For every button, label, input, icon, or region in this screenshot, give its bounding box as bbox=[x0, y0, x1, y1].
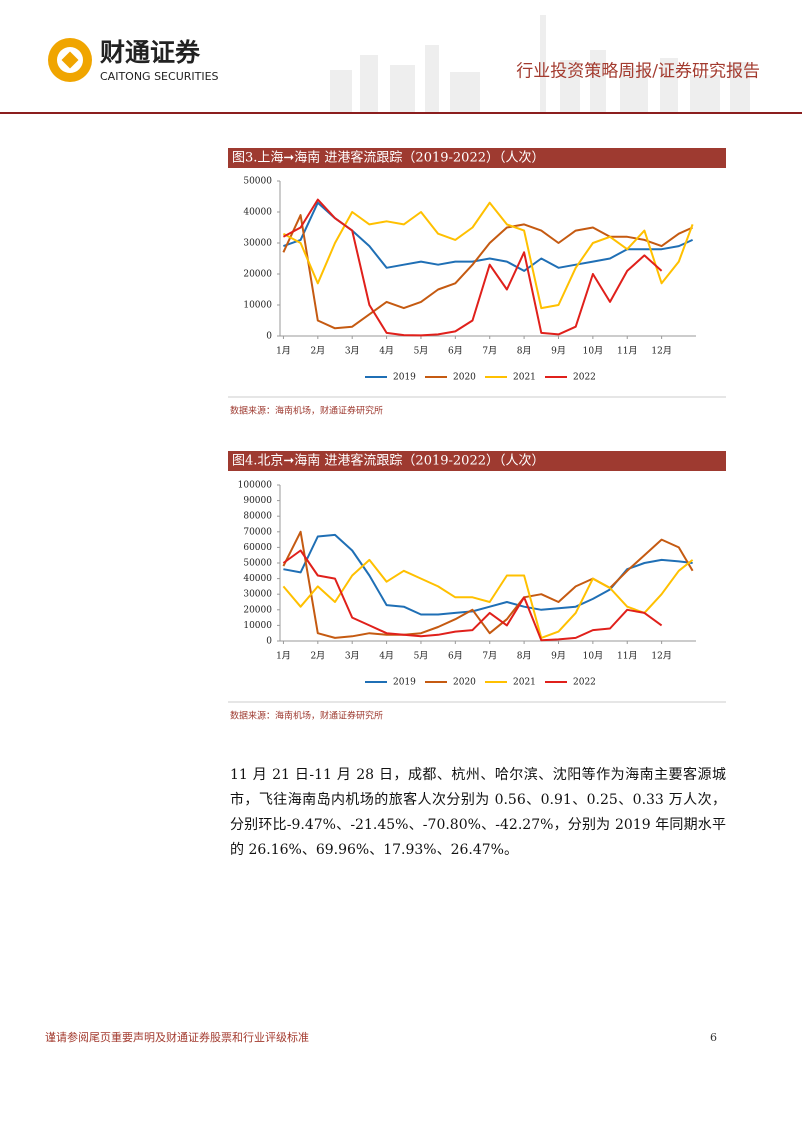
y-tick-label: 50000 bbox=[243, 177, 272, 187]
y-tick-label: 20000 bbox=[243, 605, 272, 615]
x-tick-label: 9月 bbox=[551, 651, 566, 662]
brand-cn: 财通证券 bbox=[100, 38, 201, 67]
series-line bbox=[282, 558, 694, 639]
chart-title-bar bbox=[228, 451, 726, 471]
page-number: 6 bbox=[710, 1031, 717, 1044]
x-tick-label: 12月 bbox=[651, 651, 671, 662]
x-tick-label: 8月 bbox=[517, 651, 532, 662]
y-tick-label: 0 bbox=[266, 332, 272, 342]
legend-label: 2020 bbox=[453, 678, 476, 688]
header-rule bbox=[0, 112, 802, 114]
y-tick-label: 10000 bbox=[243, 301, 272, 311]
chart-title-bar bbox=[228, 148, 726, 168]
chart-title: 图4.北京➞海南 进港客流跟踪（2019-2022）（人次） bbox=[232, 453, 545, 469]
y-tick-label: 40000 bbox=[243, 574, 272, 584]
y-tick-label: 30000 bbox=[243, 239, 272, 249]
report-type: 行业投资策略周报/证券研究报告 bbox=[516, 62, 760, 82]
y-tick-label: 10000 bbox=[243, 621, 272, 631]
chart-source: 数据来源：海南机场，财通证券研究所 bbox=[230, 405, 383, 417]
x-tick-label: 1月 bbox=[276, 651, 291, 662]
footer-disclaimer: 谨请参阅尾页重要声明及财通证券股票和行业评级标准 bbox=[45, 1030, 309, 1044]
x-tick-label: 11月 bbox=[617, 651, 637, 662]
series-line bbox=[282, 549, 663, 642]
legend-label: 2022 bbox=[573, 678, 596, 688]
y-tick-label: 90000 bbox=[243, 496, 272, 506]
x-tick-label: 4月 bbox=[379, 651, 394, 662]
y-tick-label: 0 bbox=[266, 637, 272, 647]
x-tick-label: 10月 bbox=[583, 346, 603, 357]
y-tick-label: 80000 bbox=[243, 512, 272, 522]
x-tick-label: 9月 bbox=[551, 346, 566, 357]
y-tick-label: 20000 bbox=[243, 270, 272, 280]
y-tick-label: 40000 bbox=[243, 208, 272, 218]
x-tick-label: 8月 bbox=[517, 346, 532, 357]
x-tick-label: 11月 bbox=[617, 346, 637, 357]
chart-source: 数据来源：海南机场，财通证券研究所 bbox=[230, 710, 383, 722]
body-paragraph: 11 月 21 日-11 月 28 日，成都、杭州、哈尔滨、沈阳等作为海南主要客… bbox=[230, 767, 726, 858]
series-line bbox=[282, 530, 694, 639]
legend-label: 2020 bbox=[453, 373, 476, 383]
legend-label: 2022 bbox=[573, 373, 596, 383]
x-tick-label: 2月 bbox=[310, 651, 325, 662]
x-tick-label: 5月 bbox=[414, 651, 429, 662]
y-tick-label: 50000 bbox=[243, 559, 272, 569]
legend-label: 2021 bbox=[513, 678, 536, 688]
x-tick-label: 6月 bbox=[448, 651, 463, 662]
x-tick-label: 5月 bbox=[414, 346, 429, 357]
x-tick-label: 4月 bbox=[379, 346, 394, 357]
series-line bbox=[282, 214, 694, 330]
brand-en: CAITONG SECURITIES bbox=[100, 70, 219, 83]
skyline bbox=[330, 15, 750, 112]
x-tick-label: 7月 bbox=[482, 651, 497, 662]
x-tick-label: 1月 bbox=[276, 346, 291, 357]
x-tick-label: 7月 bbox=[482, 346, 497, 357]
legend-label: 2021 bbox=[513, 373, 536, 383]
x-tick-label: 2月 bbox=[310, 346, 325, 357]
chart-title: 图3.上海➞海南 进港客流跟踪（2019-2022）（人次） bbox=[232, 150, 545, 166]
legend-label: 2019 bbox=[393, 373, 416, 383]
x-tick-label: 3月 bbox=[345, 346, 360, 357]
y-tick-label: 100000 bbox=[238, 481, 273, 491]
x-tick-label: 3月 bbox=[345, 651, 360, 662]
y-tick-label: 30000 bbox=[243, 590, 272, 600]
legend-label: 2019 bbox=[393, 678, 416, 688]
y-tick-label: 60000 bbox=[243, 543, 272, 553]
series-line bbox=[282, 201, 694, 310]
y-tick-label: 70000 bbox=[243, 527, 272, 537]
series-line bbox=[282, 198, 663, 337]
x-tick-label: 10月 bbox=[583, 651, 603, 662]
x-tick-label: 12月 bbox=[651, 346, 671, 357]
x-tick-label: 6月 bbox=[448, 346, 463, 357]
logo bbox=[48, 38, 92, 82]
series-line bbox=[283, 533, 693, 616]
